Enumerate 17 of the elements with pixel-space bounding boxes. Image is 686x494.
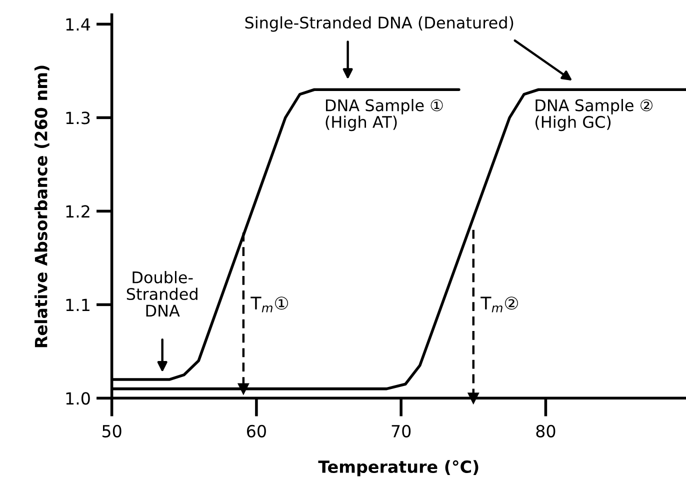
series-label: DNA Sample ② (High GC) <box>536 98 652 132</box>
y-tick-label: 1.4 <box>66 18 90 30</box>
x-tick-label: 70 <box>392 424 411 438</box>
y-tick-label: 1.1 <box>66 298 90 311</box>
annotation: Double- Stranded DNA <box>126 271 198 317</box>
y-tick-label: 1.2 <box>66 205 90 218</box>
x-axis-title: Temperature (°C) <box>318 460 478 476</box>
x-tick-label: 80 <box>536 424 556 438</box>
annotation: Single-Stranded DNA (Denatured) <box>245 16 514 32</box>
x-tick-label: 50 <box>102 424 122 438</box>
y-axis-title: Relative Absorbance (260 nm) <box>34 66 50 348</box>
x-tick-label: 60 <box>247 424 266 438</box>
y-tick-label: 1.3 <box>66 112 90 124</box>
annotation: T$_{m}$② <box>480 296 518 312</box>
series-label: DNA Sample ① (High AT) <box>326 98 443 132</box>
annotation: T$_{m}$① <box>250 296 288 312</box>
y-tick-label: 1.0 <box>66 392 90 405</box>
